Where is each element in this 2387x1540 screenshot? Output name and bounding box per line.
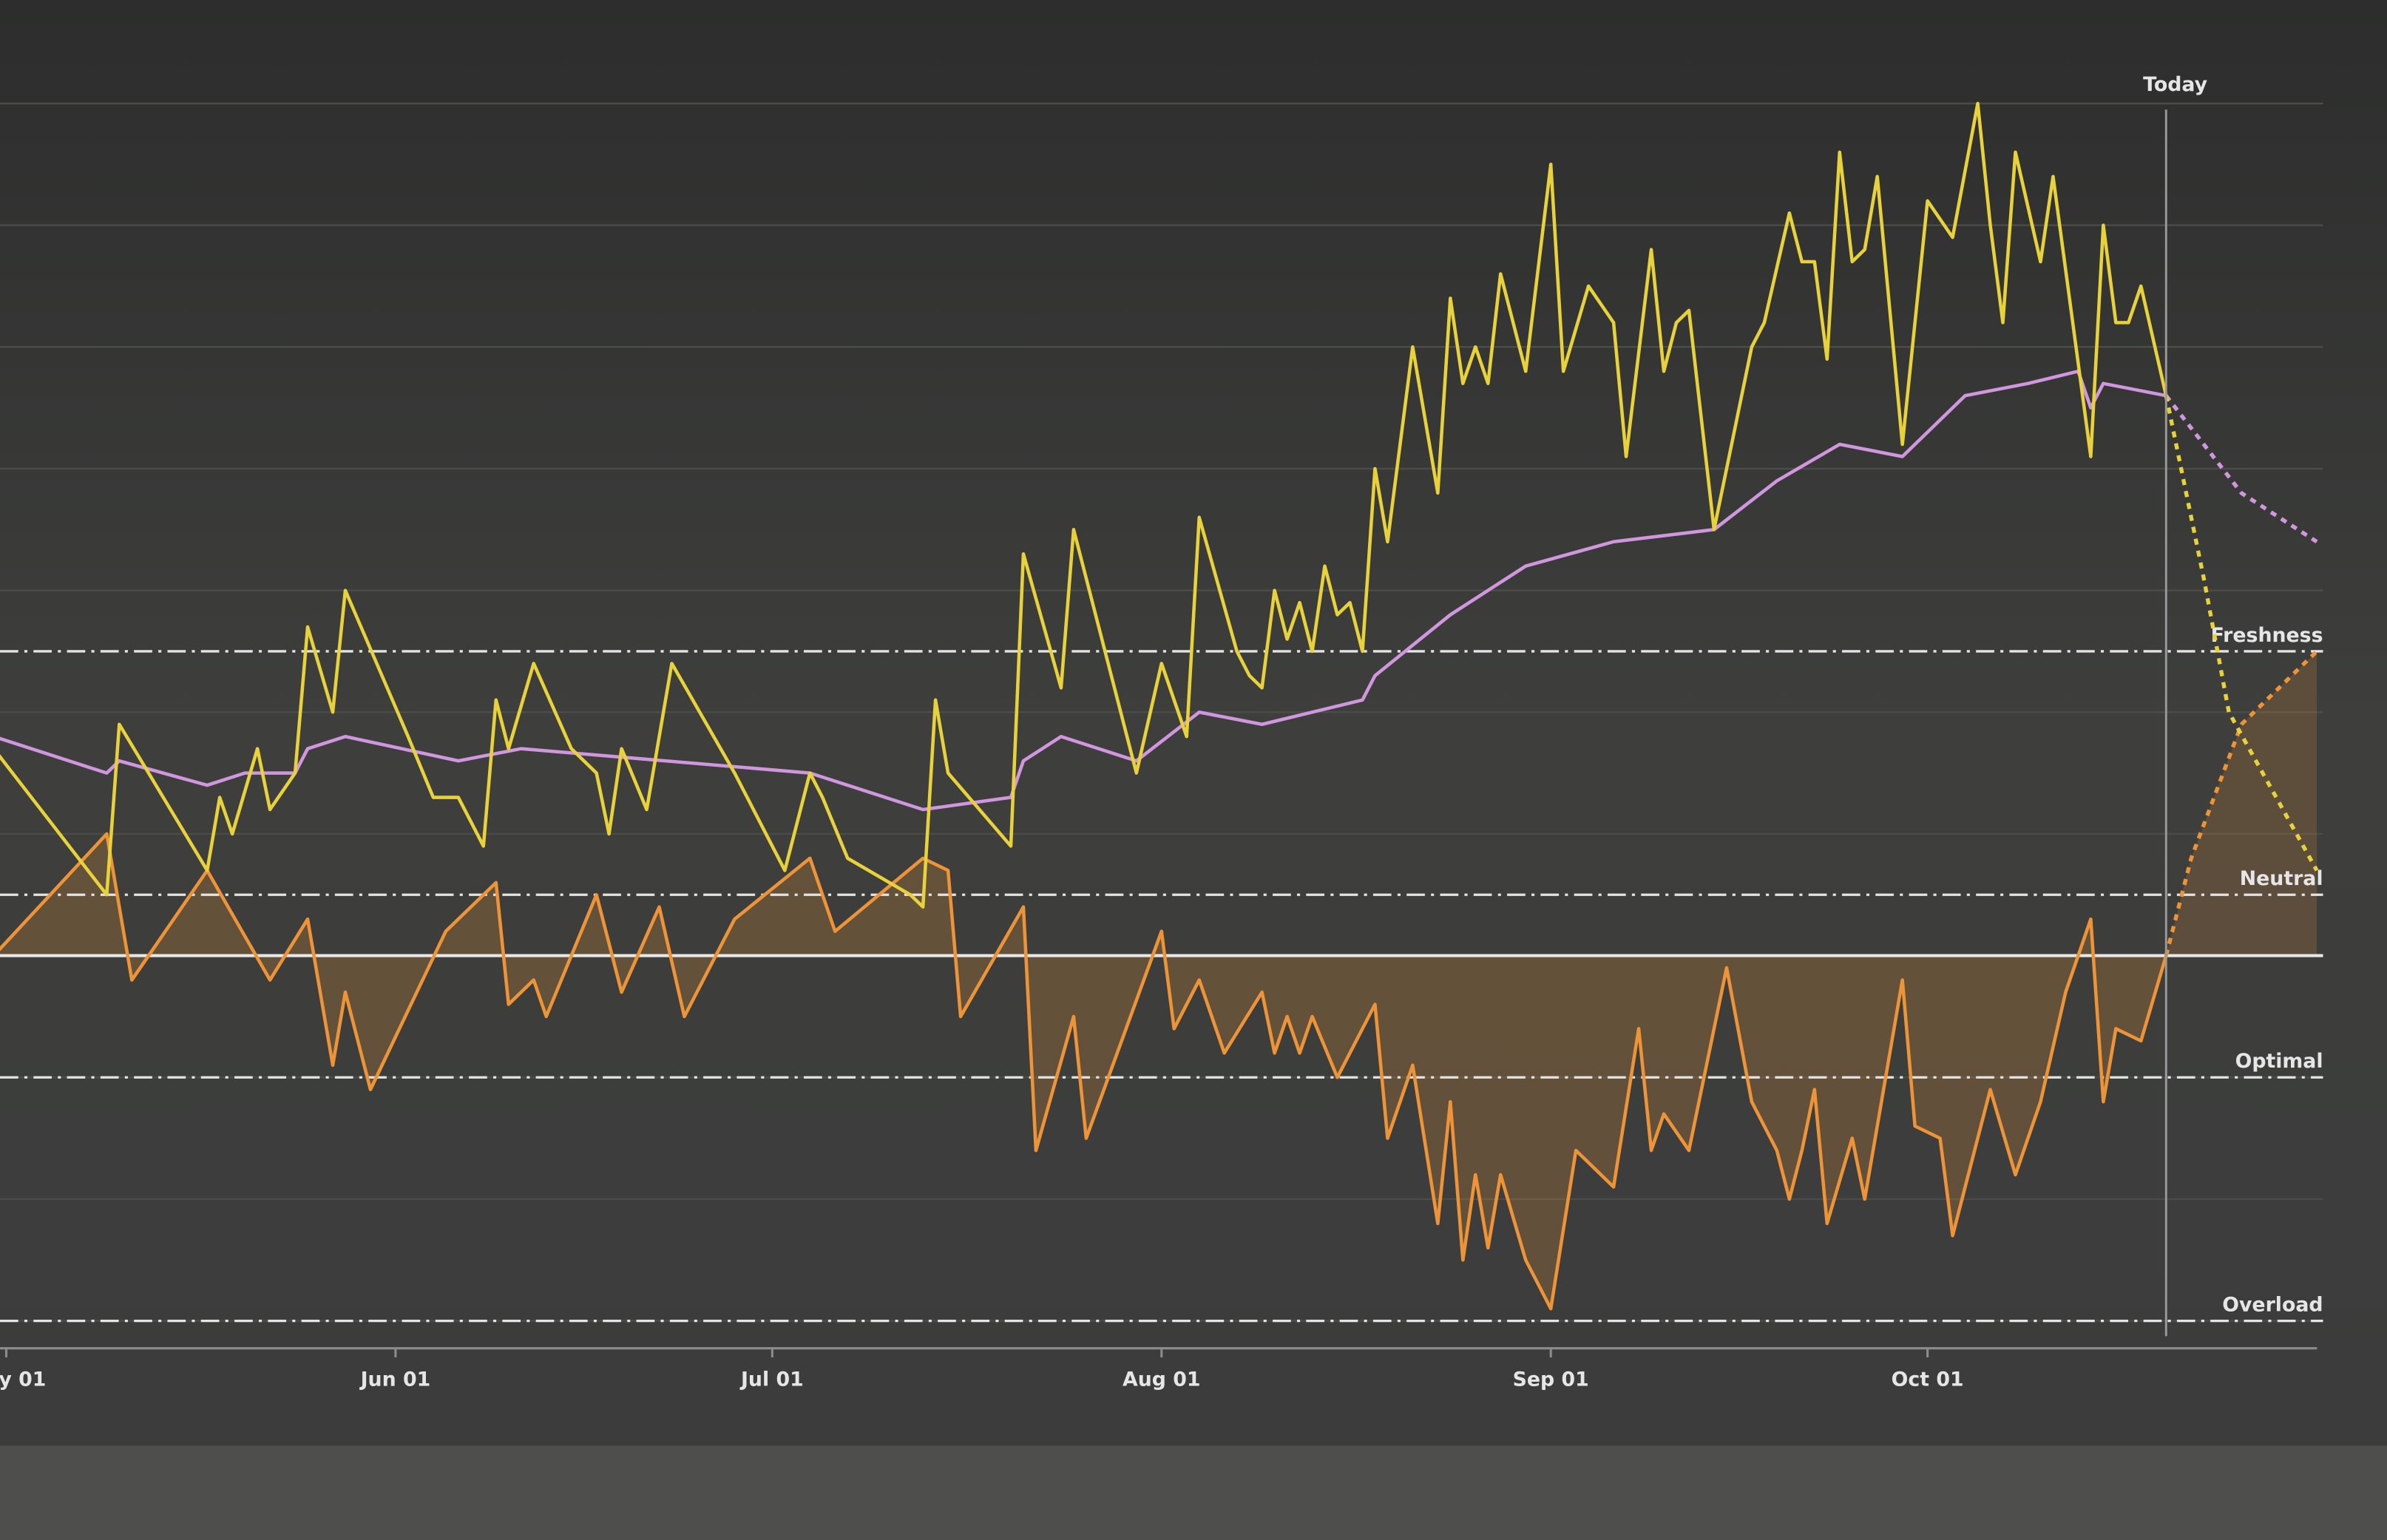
x-tick-label: Jul 01 xyxy=(739,1368,804,1391)
area xyxy=(0,833,2167,1309)
reference-label: Neutral xyxy=(2240,867,2323,890)
series-line xyxy=(0,369,2167,812)
area xyxy=(2166,651,2317,956)
reference-label: Optimal xyxy=(2235,1050,2323,1073)
today-label: Today xyxy=(2143,73,2207,96)
x-tick-label: Aug 01 xyxy=(1123,1368,1200,1391)
series-line xyxy=(0,832,2168,1311)
areas xyxy=(0,651,2317,1309)
series-line xyxy=(2164,394,2318,544)
reference-label: Freshness xyxy=(2211,624,2323,647)
x-axis: May 01 Jun 01 Jul 01 Aug 01 Sep 01 Oct 01 xyxy=(0,1347,2317,1391)
x-tick-label: Jun 01 xyxy=(359,1368,431,1391)
lines: Today xyxy=(0,73,2319,1337)
reference-lines: Freshness Neutral Optimal Overload xyxy=(0,624,2323,1323)
series-line xyxy=(0,101,2168,909)
grid xyxy=(0,102,2323,1322)
plot-background xyxy=(0,0,2387,1446)
x-tick-label: Sep 01 xyxy=(1513,1368,1589,1391)
reference-label: Overload xyxy=(2222,1294,2323,1317)
x-tick-label: Oct 01 xyxy=(1892,1368,1964,1391)
x-tick-label: May 01 xyxy=(0,1368,46,1391)
series-line xyxy=(2164,650,2318,957)
